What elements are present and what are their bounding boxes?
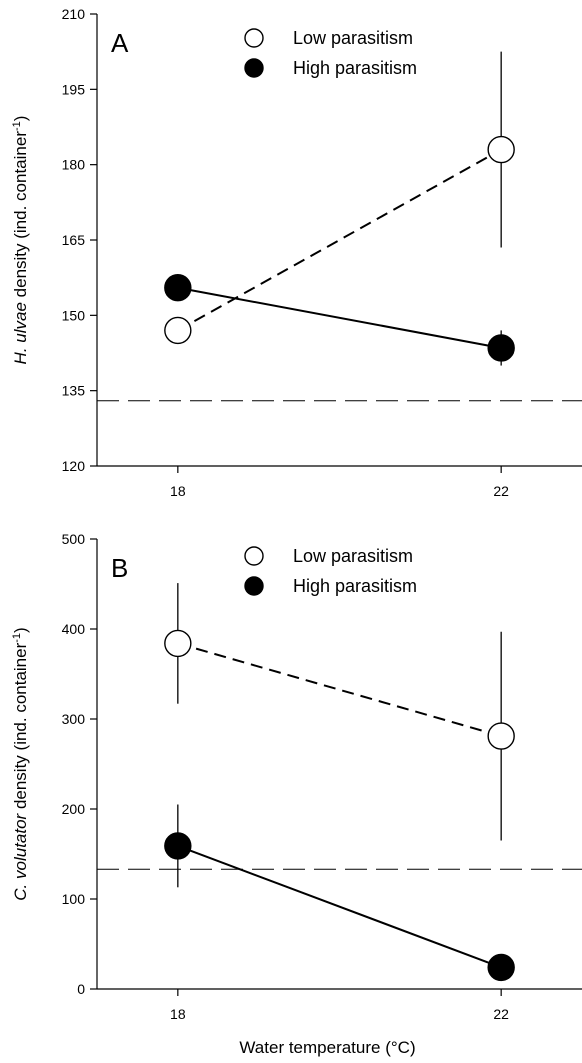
series-low-parasitism [164, 51, 515, 345]
series-line [177, 148, 502, 332]
legend-label: Low parasitism [293, 546, 413, 566]
legend-marker [244, 58, 264, 78]
x-tick-label: 18 [170, 1006, 186, 1022]
data-point [487, 953, 515, 982]
y-tick-label: 210 [62, 6, 86, 22]
legend: Low parasitism High parasitism [244, 28, 417, 78]
series-line [177, 844, 502, 969]
data-point [164, 274, 192, 302]
series-line [177, 642, 502, 738]
y-tick-label: 165 [62, 232, 86, 248]
y-tick-label: 400 [62, 621, 86, 637]
x-tick-label: 18 [170, 483, 186, 499]
data-point [164, 629, 192, 658]
legend-marker [244, 28, 264, 48]
data-point [164, 832, 192, 860]
x-axis-label: Water temperature (°C) [239, 1038, 415, 1057]
legend: Low parasitism High parasitism [244, 546, 417, 596]
panel-label: B [111, 553, 128, 583]
chart-panel-b: 0 100 200 300 400 500 18 22 B Low parasitism High … [11, 531, 582, 1057]
y-tick-label: 195 [62, 81, 86, 97]
data-point [487, 135, 515, 164]
y-tick-label: 100 [62, 891, 86, 907]
series-line [177, 286, 502, 349]
y-tick-label: 200 [62, 801, 86, 817]
y-axis-label: H. ulvae density (ind. container-1) [11, 116, 30, 365]
y-axis-label: C. volutator density (ind. container-1) [11, 627, 30, 900]
y-tick-label: 0 [77, 981, 85, 997]
y-tick-label: 120 [62, 458, 86, 474]
legend-marker [244, 576, 264, 596]
data-point [487, 722, 515, 750]
y-tick-label: 135 [62, 383, 86, 399]
chart-panel-a: 120 135 150 165 180 195 210 18 22 A Low parasitism… [11, 6, 582, 499]
legend-label: Low parasitism [293, 28, 413, 48]
legend-marker [244, 546, 264, 566]
data-point [487, 334, 515, 362]
y-tick-label: 180 [62, 157, 86, 173]
series-high-parasitism [164, 274, 515, 366]
data-point [164, 316, 192, 345]
series-low-parasitism [164, 583, 515, 841]
x-tick-label: 22 [493, 483, 509, 499]
series-high-parasitism [164, 804, 515, 982]
y-tick-label: 150 [62, 307, 86, 323]
legend-label: High parasitism [293, 58, 417, 78]
y-tick-label: 500 [62, 531, 86, 547]
legend-label: High parasitism [293, 576, 417, 596]
y-tick-label: 300 [62, 711, 86, 727]
x-tick-label: 22 [493, 1006, 509, 1022]
panel-label: A [111, 28, 129, 58]
